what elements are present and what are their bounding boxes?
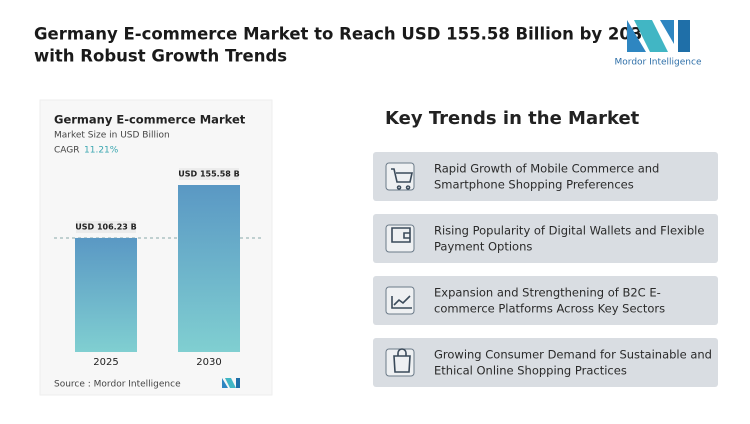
trend-text: Expansion and Strengthening of B2C E- [434, 286, 661, 300]
icon-frame [385, 224, 415, 253]
trend-box [373, 338, 718, 387]
trends-heading: Key Trends in the Market [385, 108, 640, 129]
source: Source : Mordor Intelligence [54, 380, 181, 390]
logo-text: Mordor Intelligence [615, 58, 702, 68]
logo [627, 20, 690, 52]
trend-text: Growing Consumer Demand for Sustainable … [434, 348, 712, 362]
trend-icon [391, 168, 413, 190]
trend-box [373, 152, 718, 201]
trend-text: Rising Popularity of Digital Wallets and… [434, 224, 704, 238]
cagr-label: CAGR [54, 146, 80, 156]
trend-text: Payment Options [434, 240, 532, 254]
title-line: Germany E-commerce Market to Reach USD 1… [34, 25, 654, 44]
value-label: USD 106.23 B [75, 222, 136, 231]
x-tick-label: 2030 [196, 357, 221, 368]
bar [178, 185, 240, 352]
cagr-value: 11.21% [84, 146, 119, 156]
chart-title: Germany E-commerce Market [54, 113, 246, 127]
trend-box [373, 214, 718, 263]
trend-text: Smartphone Shopping Preferences [434, 178, 634, 192]
small-logo [222, 378, 240, 388]
bar [75, 237, 137, 352]
trend-text: Rapid Growth of Mobile Commerce and [434, 162, 659, 176]
trend-text: commerce Platforms Across Key Sectors [434, 302, 665, 316]
chart-subtitle: Market Size in USD Billion [54, 131, 170, 141]
trend-icon [391, 295, 412, 309]
title-line: with Robust Growth Trends [34, 47, 287, 66]
value-label-box [179, 168, 239, 180]
trend-text: Ethical Online Shopping Practices [434, 364, 627, 378]
value-label: USD 155.58 B [178, 170, 239, 179]
trend-icon [393, 348, 411, 373]
trend-box [373, 276, 718, 325]
trend-icon [391, 227, 411, 243]
x-tick-label: 2025 [93, 357, 118, 368]
value-label-box [76, 220, 136, 233]
